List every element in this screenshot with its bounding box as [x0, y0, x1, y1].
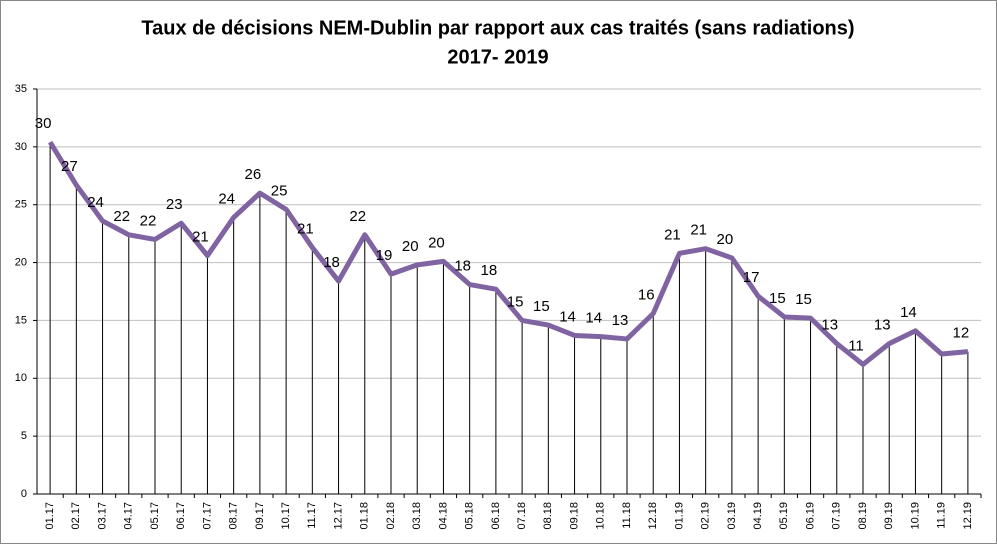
data-label: 20	[717, 231, 734, 248]
data-label: 15	[769, 290, 786, 307]
data-label: 22	[113, 208, 130, 225]
data-label: 21	[664, 226, 681, 243]
data-label: 18	[454, 258, 471, 275]
x-tick-label: 03.17	[96, 502, 108, 530]
x-tick-label: 04.19	[752, 502, 764, 530]
data-label: 16	[638, 286, 655, 303]
y-tick-label: 35	[15, 83, 27, 95]
x-tick-label: 07.17	[201, 502, 213, 530]
data-label: 13	[874, 317, 891, 334]
data-label: 14	[559, 308, 576, 325]
x-tick-label: 02.18	[385, 502, 397, 530]
x-tick-label: 05.18	[464, 502, 476, 530]
data-label: 12	[953, 325, 970, 342]
data-label: 15	[795, 291, 812, 308]
x-tick-label: 02.17	[70, 502, 82, 530]
data-label: 13	[612, 312, 629, 329]
data-label: 20	[402, 238, 419, 255]
data-label: 18	[323, 254, 340, 271]
x-tick-label: 11.17	[306, 502, 318, 529]
data-label: 20	[428, 234, 445, 251]
x-tick-label: 07.19	[831, 502, 843, 530]
data-label: 24	[218, 190, 235, 207]
data-label: 26	[245, 166, 262, 183]
x-tick-label: 08.19	[857, 502, 869, 530]
x-tick-label: 12.17	[332, 502, 344, 530]
data-label: 17	[743, 269, 760, 286]
data-label: 18	[481, 262, 498, 279]
x-tick-label: 10.17	[280, 502, 292, 530]
data-label: 14	[585, 310, 602, 327]
data-label: 27	[61, 158, 78, 175]
data-label: 21	[297, 220, 314, 237]
x-tick-label: 06.18	[490, 502, 502, 530]
data-label: 15	[507, 293, 524, 310]
series-line	[47, 140, 969, 367]
chart-subtitle: 2017- 2019	[447, 46, 548, 68]
x-tick-label: 10.18	[595, 502, 607, 530]
y-tick-label: 5	[21, 430, 27, 442]
x-tick-label: 11.18	[621, 502, 633, 529]
x-tick-label: 02.19	[700, 502, 712, 530]
x-tick-label: 09.18	[568, 502, 580, 530]
y-tick-label: 30	[15, 141, 27, 153]
x-tick-label: 09.19	[883, 502, 895, 530]
y-tick-label: 15	[15, 314, 27, 326]
x-tick-label: 12.18	[647, 502, 659, 530]
x-tick-label: 08.17	[228, 502, 240, 530]
chart-title: Taux de décisions NEM-Dublin par rapport…	[141, 17, 854, 39]
data-label: 25	[271, 182, 288, 199]
x-tick-label: 05.17	[149, 502, 161, 530]
x-tick-label: 12.19	[962, 502, 974, 530]
data-label: 21	[690, 222, 707, 239]
x-tick-label: 07.18	[516, 502, 528, 530]
data-label: 24	[87, 194, 104, 211]
x-tick-label: 10.19	[909, 502, 921, 530]
y-tick-label: 0	[21, 488, 27, 500]
x-tick-label: 11.19	[936, 502, 948, 529]
data-label: 23	[166, 196, 183, 213]
x-tick-label: 01.18	[359, 502, 371, 530]
data-label: 30	[35, 115, 52, 132]
x-tick-label: 01.19	[673, 502, 685, 530]
y-tick-label: 20	[15, 256, 27, 268]
data-label: 22	[140, 212, 157, 229]
data-label: 13	[821, 317, 838, 334]
data-label: 19	[376, 247, 393, 264]
data-label: 22	[349, 208, 366, 225]
x-tick-label: 03.19	[726, 502, 738, 530]
x-tick-label: 06.19	[804, 502, 816, 530]
x-tick-label: 09.17	[254, 502, 266, 530]
x-tick-label: 03.18	[411, 502, 423, 530]
data-label: 14	[900, 304, 917, 321]
data-label: 11	[848, 337, 864, 354]
x-tick-label: 01.17	[44, 502, 56, 530]
data-label: 21	[192, 229, 209, 246]
x-tick-label: 05.19	[778, 502, 790, 530]
x-tick-label: 04.18	[437, 502, 449, 530]
x-tick-label: 06.17	[175, 502, 187, 530]
x-tick-label: 04.17	[123, 502, 135, 530]
y-tick-label: 25	[15, 199, 27, 211]
data-label: 15	[533, 298, 550, 315]
y-tick-label: 10	[15, 372, 27, 384]
x-tick-label: 08.18	[542, 502, 554, 530]
